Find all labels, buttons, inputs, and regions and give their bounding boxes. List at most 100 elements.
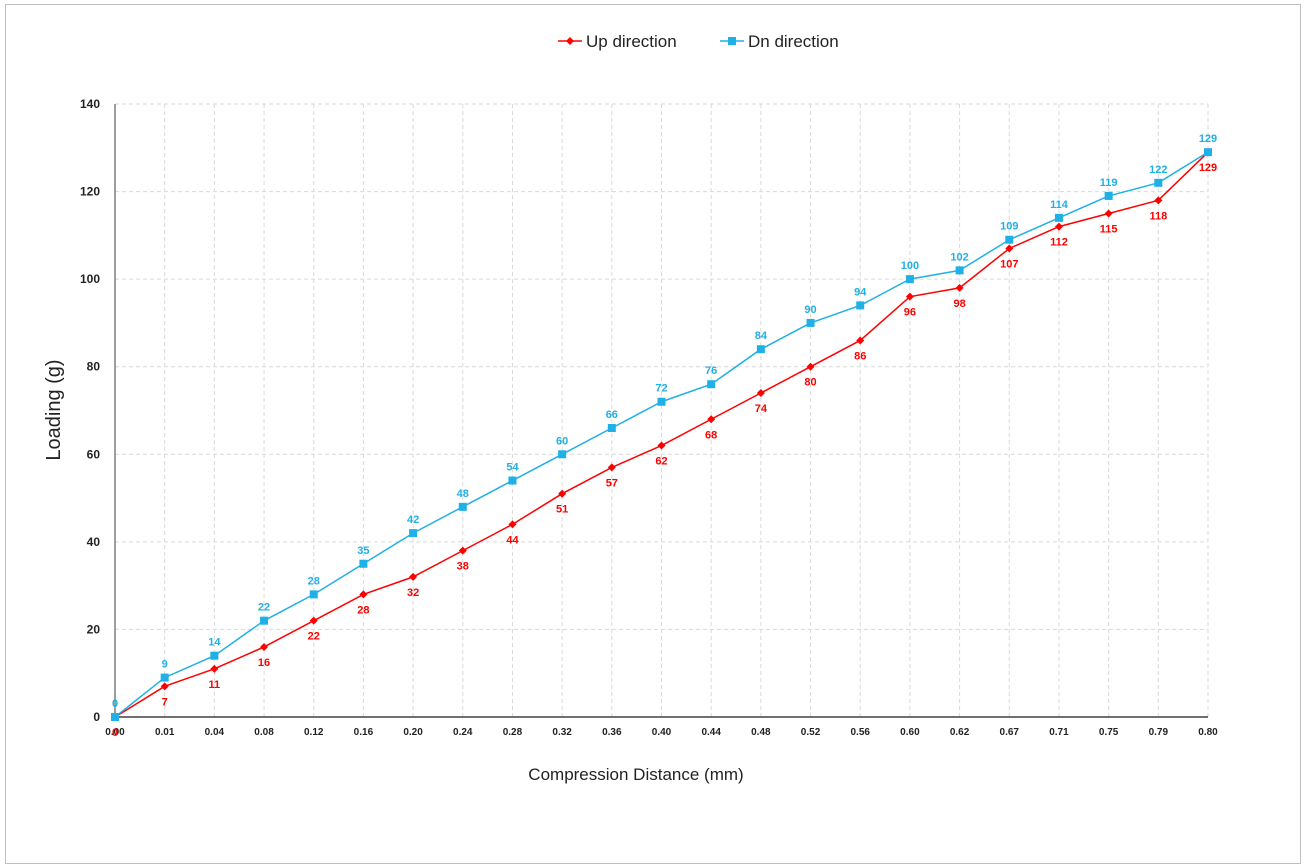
up-direction-data-label: 112 (1050, 237, 1068, 249)
up-direction-point (657, 441, 666, 450)
x-tick-label: 0.71 (1049, 727, 1069, 738)
dn-direction-point (756, 345, 765, 354)
dn-direction-data-label: 60 (556, 435, 568, 447)
y-axis-title: Loading (g) (43, 359, 65, 460)
y-tick-labels: 0 20 40 60 80 100 120 140 (80, 97, 100, 724)
x-tick-label: 0.12 (304, 727, 324, 738)
dn-direction-data-label: 109 (1000, 221, 1018, 233)
up-direction-data-label: 28 (357, 604, 369, 616)
up-direction-point (210, 664, 219, 673)
x-tick-label: 0.80 (1198, 727, 1218, 738)
legend: Up direction Dn direction (558, 32, 839, 51)
dn-direction-point (458, 502, 467, 511)
dn-direction-data-label: 76 (705, 365, 717, 377)
dn-direction-data-label: 102 (950, 251, 968, 263)
dn-direction-data-label: 28 (308, 575, 320, 587)
up-direction-data-label: 32 (407, 587, 419, 599)
y-tick-label: 100 (80, 272, 100, 286)
chart-frame (5, 4, 1301, 864)
x-tick-label: 0.75 (1099, 727, 1119, 738)
up-direction-data-label: 98 (953, 298, 965, 310)
dn-direction-data-label: 94 (854, 286, 867, 298)
legend-swatch-marker (728, 37, 736, 45)
y-tick-label: 80 (87, 360, 101, 374)
x-tick-label: 0.00 (105, 727, 125, 738)
dn-direction-point (707, 380, 716, 389)
up-direction-point (1005, 244, 1014, 253)
x-tick-label: 0.16 (354, 727, 374, 738)
up-direction-point (260, 642, 269, 651)
x-tick-label: 0.62 (950, 727, 970, 738)
up-direction-data-label: 11 (209, 679, 221, 691)
up-direction-point (558, 489, 567, 498)
dn-direction-point (955, 266, 964, 275)
legend-label: Dn direction (748, 32, 839, 51)
x-tick-label: 0.01 (155, 727, 175, 738)
up-direction-point (955, 283, 964, 292)
up-direction-data-label: 118 (1149, 210, 1167, 222)
up-direction-data-label: 129 (1199, 162, 1217, 174)
dn-direction-data-label: 22 (258, 602, 270, 614)
dn-direction-data-label: 42 (407, 514, 419, 526)
dn-direction-point (359, 559, 368, 568)
x-tick-label: 0.36 (602, 727, 622, 738)
dn-direction-point (1054, 213, 1063, 222)
up-direction-data-label: 68 (705, 429, 717, 441)
x-tick-label: 0.08 (254, 727, 274, 738)
legend-item-up-direction: Up direction (558, 32, 677, 51)
grid-lines (115, 103, 1209, 717)
legend-item-dn-direction: Dn direction (720, 32, 839, 51)
dn-direction-point (657, 397, 666, 406)
x-tick-label: 0.28 (503, 727, 523, 738)
x-tick-label: 0.04 (205, 727, 225, 738)
dn-direction-point (607, 424, 616, 433)
y-tick-label: 20 (87, 622, 101, 636)
dn-direction-point (309, 590, 318, 599)
dn-direction-data-label: 66 (606, 409, 618, 421)
dn-direction-data-label: 84 (755, 330, 768, 342)
dn-direction-data-label: 48 (457, 488, 469, 500)
up-direction-data-label: 16 (258, 657, 270, 669)
y-tick-label: 60 (87, 447, 101, 461)
dn-direction-data-label: 54 (506, 462, 519, 474)
dn-direction-point (409, 529, 418, 538)
axes (114, 104, 1208, 718)
up-direction-data-label: 7 (162, 696, 168, 708)
x-tick-label: 0.67 (1000, 727, 1020, 738)
dn-direction-point (111, 713, 119, 721)
up-direction-point (1154, 196, 1163, 205)
dn-direction-data-label: 90 (804, 304, 816, 316)
dn-direction-point (508, 476, 517, 485)
x-tick-label: 0.79 (1149, 727, 1169, 738)
dn-direction-point (1204, 148, 1212, 157)
x-tick-label: 0.56 (850, 727, 870, 738)
x-tick-label: 0.20 (403, 727, 423, 738)
dn-direction-data-label: 9 (162, 659, 168, 671)
dn-direction-point (558, 450, 567, 459)
up-direction-data-label: 115 (1100, 223, 1118, 235)
up-direction-data-label: 0 (112, 727, 118, 739)
series-markers (111, 148, 1212, 721)
x-tick-labels: 0.00 0.01 0.04 0.08 0.12 0.16 0.20 0.24 0.28 0.32… (105, 727, 1218, 738)
y-tick-label: 120 (80, 185, 100, 199)
up-direction-data-label: 22 (308, 631, 320, 643)
dn-direction-data-label: 114 (1050, 199, 1069, 211)
dn-direction-data-label: 0 (112, 698, 118, 710)
dn-direction-point (1154, 178, 1163, 187)
up-direction-data-label: 38 (457, 561, 469, 573)
up-direction-data-label: 74 (755, 403, 768, 415)
x-axis-title: Compression Distance (mm) (528, 765, 743, 784)
x-tick-label: 0.40 (652, 727, 672, 738)
up-direction-data-label: 44 (506, 534, 519, 546)
y-tick-label: 0 (93, 710, 100, 724)
up-direction-data-label: 96 (904, 307, 916, 319)
dn-direction-data-label: 14 (208, 637, 221, 649)
x-tick-label: 0.44 (701, 727, 721, 738)
dn-direction-point (1005, 235, 1014, 244)
dn-direction-point (856, 301, 865, 310)
up-direction-point (856, 336, 865, 345)
up-direction-data-label: 62 (655, 456, 667, 468)
legend-label: Up direction (586, 32, 677, 51)
dn-direction-point (260, 616, 269, 625)
